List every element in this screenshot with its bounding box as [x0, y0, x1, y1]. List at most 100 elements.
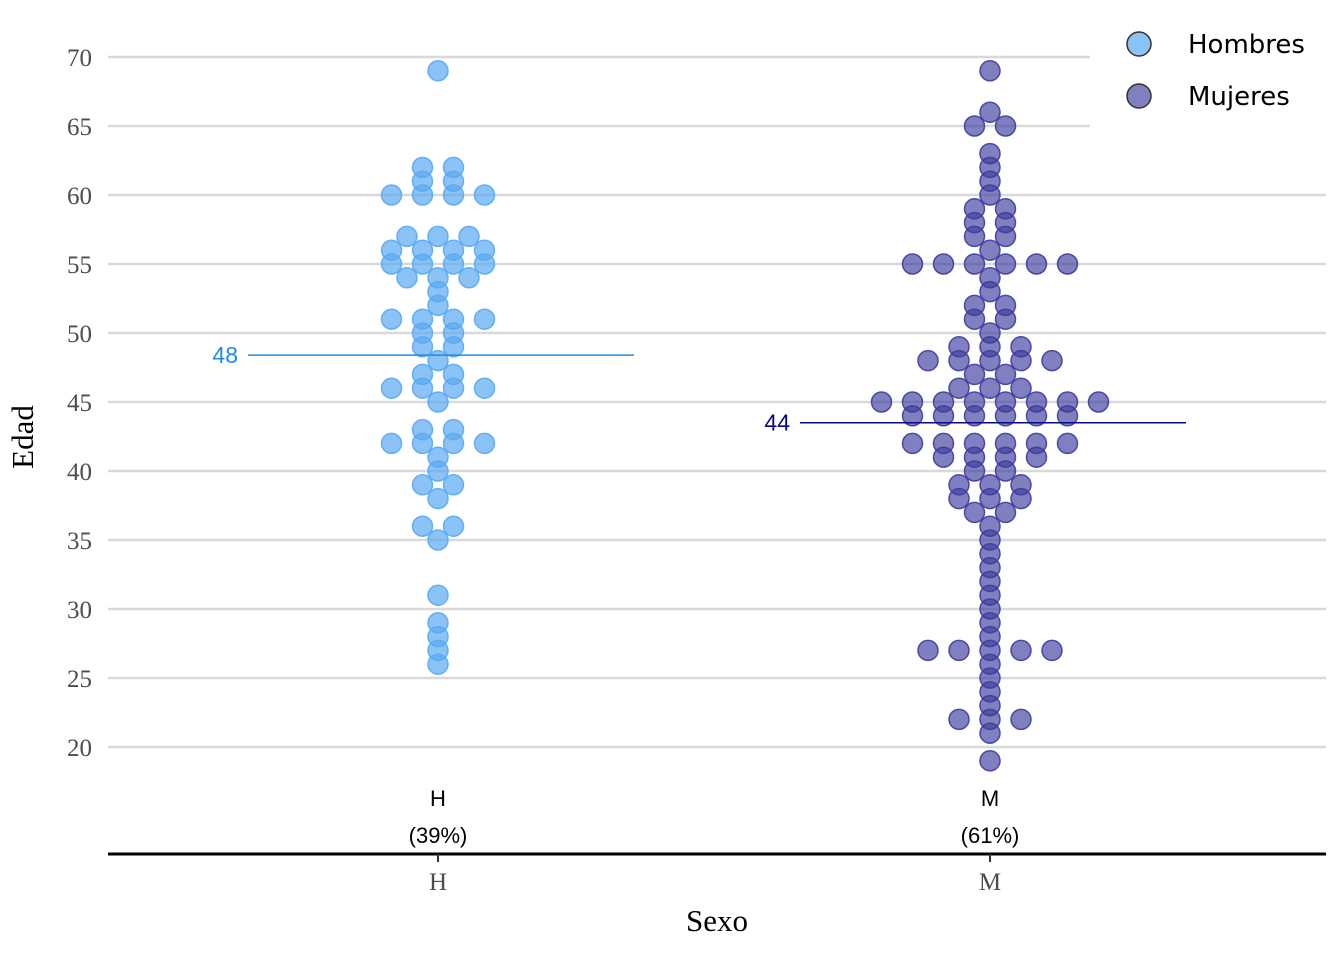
y-tick-label: 65	[67, 114, 92, 141]
data-point	[1056, 432, 1079, 455]
data-point	[1056, 391, 1079, 413]
data-point	[396, 267, 418, 289]
data-point	[442, 239, 465, 261]
mean-lines: 48 44	[212, 342, 1186, 436]
data-point	[979, 60, 1001, 82]
data-point	[473, 432, 496, 455]
data-point	[380, 184, 403, 206]
data-point	[427, 60, 449, 82]
y-tick-label: 35	[67, 528, 92, 555]
data-point	[901, 391, 924, 413]
y-tick-label: 40	[67, 459, 92, 486]
category-label: H	[430, 786, 446, 811]
data-point	[994, 363, 1017, 386]
data-point	[411, 239, 434, 261]
data-point	[932, 432, 955, 455]
y-axis-ticks: 20 25 30 35 40 45 50 55 60 65 70	[67, 45, 92, 762]
data-point	[1010, 377, 1032, 399]
data-point	[932, 253, 955, 275]
data-point	[442, 308, 465, 330]
y-tick-label: 30	[67, 597, 92, 624]
data-point	[473, 239, 496, 261]
data-point	[979, 239, 1001, 261]
data-point	[963, 363, 986, 386]
data-point	[411, 515, 434, 537]
y-tick-label: 70	[67, 45, 92, 72]
data-point	[427, 529, 449, 551]
data-point	[979, 267, 1001, 289]
legend-marker	[1126, 31, 1152, 57]
data-point	[380, 377, 403, 399]
gridlines	[108, 55, 1326, 749]
data-point	[948, 639, 970, 662]
data-point	[994, 432, 1017, 455]
y-tick-label: 60	[67, 183, 92, 210]
data-point	[963, 391, 986, 413]
data-point	[870, 391, 893, 413]
data-point	[442, 515, 465, 537]
y-tick-label: 55	[67, 252, 92, 279]
data-point	[901, 432, 924, 455]
data-point	[458, 225, 480, 248]
data-point	[1010, 639, 1032, 662]
data-point	[442, 474, 465, 496]
data-point	[994, 253, 1017, 275]
data-point	[411, 156, 434, 179]
legend: Hombres Mujeres	[1126, 30, 1305, 112]
data-point	[1010, 474, 1032, 496]
data-point	[427, 487, 449, 510]
data-point	[963, 115, 986, 137]
data-point	[979, 101, 1001, 123]
data-point	[1025, 253, 1048, 275]
data-point	[1056, 253, 1079, 275]
data-point	[948, 708, 970, 731]
data-point	[427, 446, 449, 468]
x-tick-label: M	[979, 869, 1001, 896]
data-point	[917, 639, 939, 662]
data-point	[1041, 639, 1063, 662]
x-axis-title: Sexo	[686, 903, 748, 938]
data-point	[979, 750, 1001, 772]
y-tick-label: 45	[67, 390, 92, 417]
data-point	[994, 115, 1017, 137]
data-point	[979, 377, 1001, 399]
data-point	[994, 198, 1017, 220]
data-point	[380, 239, 403, 261]
data-point	[1025, 432, 1048, 455]
data-point	[979, 474, 1001, 496]
data-point	[979, 142, 1001, 165]
data-point	[932, 391, 955, 413]
data-point	[979, 322, 1001, 344]
x-tick-label: H	[429, 869, 447, 896]
data-point	[948, 336, 970, 358]
data-point	[427, 584, 449, 606]
category-labels: H (39%) M (61%)	[409, 786, 1020, 848]
data-point	[427, 225, 449, 248]
category-percent: (39%)	[409, 823, 468, 848]
data-point	[979, 515, 1001, 537]
y-tick-label: 20	[67, 735, 92, 762]
category-label: M	[981, 786, 999, 811]
y-tick-label: 25	[67, 666, 92, 693]
data-point	[1041, 349, 1063, 372]
data-point	[473, 308, 496, 330]
category-percent: (61%)	[961, 823, 1020, 848]
legend-label: Mujeres	[1188, 82, 1290, 112]
data-point	[442, 418, 465, 441]
data-point	[963, 432, 986, 455]
data-point	[427, 391, 449, 413]
data-point	[901, 253, 924, 275]
data-point	[994, 294, 1017, 317]
data-point	[442, 156, 465, 179]
data-point	[473, 377, 496, 399]
legend-label: Hombres	[1188, 30, 1305, 60]
data-point	[411, 363, 434, 386]
data-point	[963, 294, 986, 317]
data-point	[948, 377, 970, 399]
data-points	[380, 60, 1110, 772]
data-point	[427, 349, 449, 372]
data-point	[994, 391, 1017, 413]
data-point	[473, 184, 496, 206]
data-point	[411, 474, 434, 496]
